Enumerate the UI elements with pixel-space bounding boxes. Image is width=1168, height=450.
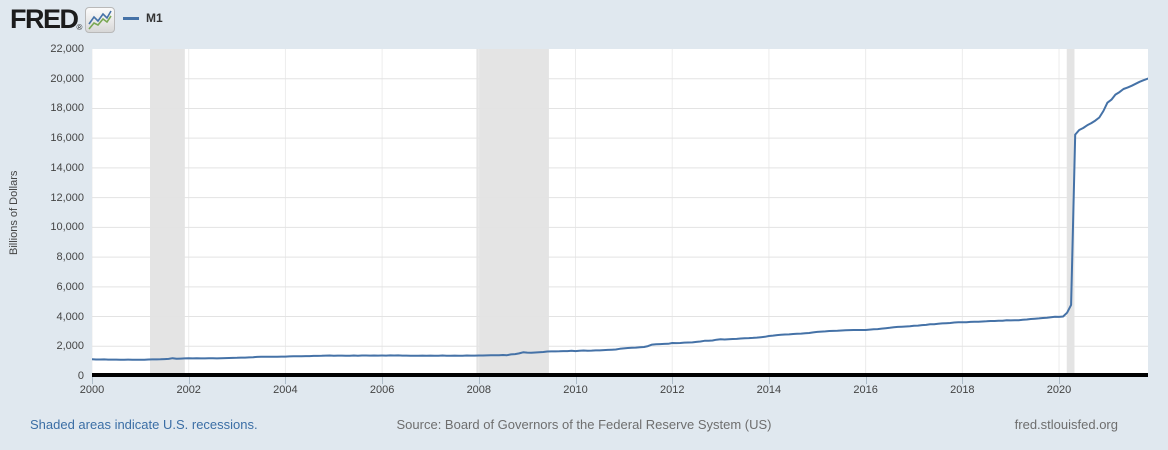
x-tick-label: 2006 xyxy=(369,384,395,396)
x-tick-mark xyxy=(478,377,480,384)
recession-band xyxy=(476,49,549,376)
x-tick-mark xyxy=(188,377,190,384)
y-tick-label: 12,000 xyxy=(50,191,84,204)
x-tick-label: 2016 xyxy=(853,384,878,396)
fred-url-link[interactable]: fred.stlouisfed.org xyxy=(1014,417,1118,432)
recession-band xyxy=(150,49,185,376)
chart-legend: M1 xyxy=(123,11,163,25)
y-tick-label: 16,000 xyxy=(50,132,84,145)
y-tick-label: 20,000 xyxy=(50,72,84,85)
legend-line-swatch xyxy=(123,16,139,20)
x-tick-label: 2018 xyxy=(950,384,975,396)
y-tick-label: 14,000 xyxy=(50,161,84,174)
fred-logo-text: FRED xyxy=(10,4,79,34)
recession-note-link[interactable]: Shaded areas indicate U.S. recessions. xyxy=(30,417,258,432)
legend-series-label: M1 xyxy=(146,11,163,25)
plot-area[interactable] xyxy=(92,49,1148,376)
y-tick-label: 18,000 xyxy=(50,102,84,115)
y-tick-label: 6,000 xyxy=(56,280,84,293)
x-tick-label: 2000 xyxy=(79,384,105,396)
x-tick-mark xyxy=(768,377,770,384)
sparkline-chart-icon xyxy=(85,7,116,33)
y-tick-label: 2,000 xyxy=(56,340,84,353)
x-tick-mark xyxy=(92,377,93,384)
y-tick-label: 4,000 xyxy=(56,310,84,323)
y-tick-label: 8,000 xyxy=(56,251,84,264)
x-tick-mark xyxy=(672,377,674,384)
y-tick-label: 0 xyxy=(77,370,84,382)
x-tick-label: 2010 xyxy=(563,384,588,396)
x-tick-mark xyxy=(382,377,384,384)
x-tick-mark xyxy=(575,377,577,384)
x-axis-line xyxy=(92,373,1148,377)
x-tick-label: 2012 xyxy=(659,384,685,396)
x-tick-label: 2020 xyxy=(1046,384,1072,396)
y-tick-label: 10,000 xyxy=(50,221,84,234)
x-tick-mark xyxy=(285,377,287,384)
fred-logo: FRED ® xyxy=(10,4,116,34)
x-tick-mark xyxy=(1059,377,1061,384)
x-tick-label: 2002 xyxy=(176,384,201,396)
header: FRED ® M1 xyxy=(0,0,1168,42)
m1-series-line xyxy=(92,77,1148,361)
x-tick-mark xyxy=(865,377,867,384)
x-tick-label: 2014 xyxy=(756,384,782,396)
recession-band xyxy=(1066,49,1075,376)
source-text: Source: Board of Governors of the Federa… xyxy=(396,417,772,432)
registered-mark-icon: ® xyxy=(76,23,83,32)
x-tick-label: 2004 xyxy=(273,384,298,396)
x-tick-label: 2008 xyxy=(466,384,492,396)
plot-svg xyxy=(92,49,1148,376)
x-tick-mark xyxy=(962,377,964,384)
y-tick-label: 22,000 xyxy=(50,43,84,55)
y-axis-title: Billions of Dollars xyxy=(8,170,20,255)
